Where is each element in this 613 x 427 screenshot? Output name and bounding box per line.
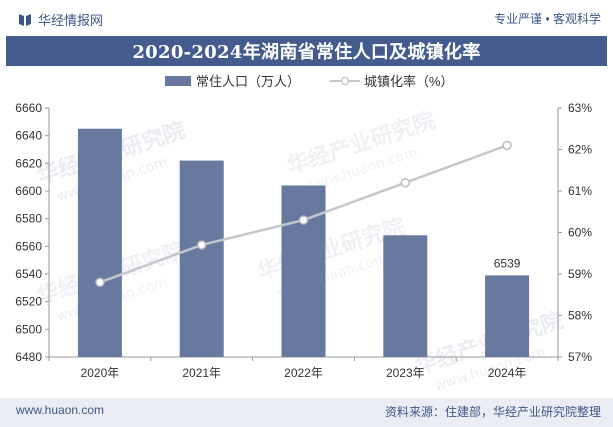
y-left-tick-label: 6640 [15, 129, 42, 143]
y-right-tick-label: 57% [568, 350, 592, 364]
y-right-tick-label: 62% [568, 143, 592, 157]
x-tick-label: 2021年 [182, 366, 221, 380]
line-point-2024年 [502, 140, 512, 151]
x-tick-label: 2020年 [81, 366, 120, 380]
legend-label-line: 城镇化率（%） [364, 74, 454, 89]
title-bar: 2020-2024年湖南省常住人口及城镇化率 [6, 36, 607, 66]
y-left-tick-label: 6580 [15, 212, 42, 226]
y-right-tick-label: 60% [568, 226, 592, 240]
y-left-tick-label: 6520 [15, 295, 42, 309]
line-series [95, 140, 512, 288]
legend: 常住人口（万人） 城镇化率（%） [165, 74, 454, 89]
y-right-tick-label: 58% [568, 309, 592, 323]
bar-2023年 [383, 235, 428, 357]
x-tick-label: 2024年 [488, 366, 527, 380]
bar-2022年 [281, 185, 326, 357]
y-left-tick-label: 6560 [15, 239, 42, 253]
legend-swatch-bar [165, 76, 191, 86]
bar-2020年 [77, 128, 122, 357]
footer-website: www.huaon.com [16, 403, 105, 417]
y-right-tick-label: 61% [568, 184, 592, 198]
y-left-tick-label: 6480 [15, 350, 42, 364]
y-left-tick-label: 6600 [15, 184, 42, 198]
x-tick-label: 2022年 [284, 366, 323, 380]
top-bar: 华经情报网 专业严谨 • 客观科学 [0, 0, 613, 36]
line-point-2021年 [196, 240, 207, 250]
legend-marker-line [340, 76, 350, 86]
y-left-tick-label: 6620 [15, 156, 42, 170]
y-left-tick-label: 6500 [15, 322, 42, 336]
line-point-2020年 [95, 277, 105, 288]
brand-name: 华经情报网 [38, 13, 104, 28]
line-point-2023年 [400, 177, 411, 188]
y-right-tick-label: 59% [568, 267, 592, 281]
brand: 华经情报网 [18, 10, 103, 29]
bar-data-label: 6539 [494, 256, 521, 270]
y-right-tick-label: 63% [568, 101, 592, 115]
bar-2024年 [485, 275, 530, 357]
footer: www.huaon.com 资料来源：住建部，华经产业研究院整理 [0, 398, 613, 427]
footer-source: 资料来源：住建部，华经产业研究院整理 [384, 405, 601, 419]
brand-logo-icon [19, 13, 31, 26]
chart: 华经产业研究院www.huaon.com华经产业研究院www.huaon.com… [15, 74, 592, 395]
chart-title: 2020-2024年湖南省常住人口及城镇化率 [132, 42, 481, 63]
bar-2021年 [179, 160, 224, 357]
legend-label-bar: 常住人口（万人） [196, 74, 300, 89]
x-tick-label: 2023年 [386, 366, 425, 380]
bars [77, 128, 530, 357]
y-left-tick-label: 6540 [15, 267, 42, 281]
data-labels: 6539 [494, 256, 521, 270]
slogan: 专业严谨 • 客观科学 [494, 12, 601, 26]
line-point-2022年 [298, 215, 309, 225]
y-left-tick-label: 6660 [15, 101, 42, 115]
